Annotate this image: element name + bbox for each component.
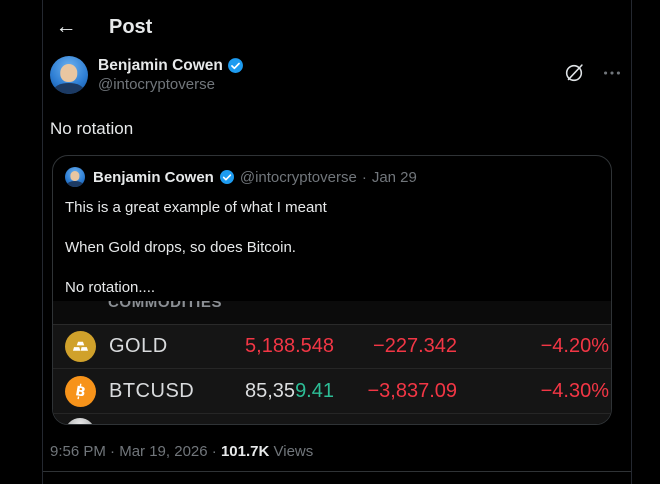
symbol-label: BTCUSD [109, 379, 195, 402]
footer-divider [43, 471, 631, 472]
quoted-verified-badge-icon [219, 169, 235, 185]
price-table: GOLD 5,188.548 −227.342 −4.20% B [53, 324, 611, 424]
back-arrow-icon: ← [55, 15, 77, 38]
tweet-text: No rotation [50, 119, 134, 138]
media-section-header-clipped: COMMODITIES [108, 301, 223, 311]
symbol-label: GOLD [109, 335, 168, 357]
separator-dot: · [211, 443, 217, 460]
quoted-body: This is a great example of what I meant … [65, 198, 599, 318]
top-bar: ← Post [43, 10, 631, 44]
change-percent: −4.20% [540, 335, 609, 357]
quoted-author-handle: @intocryptoverse [239, 168, 357, 186]
author-row: Benjamin Cowen @intocryptoverse [43, 56, 631, 94]
more-dots-icon [601, 62, 623, 84]
grok-button[interactable] [563, 62, 585, 84]
gold-bars-icon [65, 331, 96, 362]
price-value: 85,35 [245, 379, 296, 402]
page-title: Post [109, 15, 153, 38]
price-value: 5,188.548 [245, 335, 334, 357]
quoted-avatar-shoulders [67, 181, 83, 187]
change-value: −227.342 [373, 335, 457, 357]
more-options-button[interactable] [601, 62, 623, 84]
grok-slash-circle-icon [563, 62, 585, 84]
timestamp-link[interactable]: 9:56 PM · Mar 19, 2026 [50, 443, 212, 460]
table-row-gold: GOLD 5,188.548 −227.342 −4.20% [53, 324, 611, 369]
post-time: 9:56 PM [50, 443, 106, 460]
quoted-line: When Gold drops, so does Bitcoin. [65, 239, 296, 256]
main-column: ← Post Benjamin Cowen [42, 0, 632, 484]
quoted-separator: · [361, 168, 367, 186]
post-date: Mar 19, 2026 [119, 443, 208, 460]
quoted-avatar-face [70, 171, 80, 181]
bitcoin-icon: B [65, 375, 96, 407]
quoted-author-name[interactable]: Benjamin Cowen [93, 168, 214, 186]
separator-dot: · [110, 443, 116, 460]
views-count: 101.7K [220, 443, 270, 460]
quoted-avatar[interactable] [65, 167, 85, 187]
avatar-face [60, 64, 78, 82]
author-name[interactable]: Benjamin Cowen [98, 57, 223, 74]
quoted-line: No rotation.... [65, 279, 156, 296]
quoted-timestamp: Jan 29 [371, 168, 417, 186]
author-name-block: Benjamin Cowen @intocryptoverse [98, 56, 244, 94]
back-button[interactable]: ← [49, 10, 83, 44]
verified-badge-icon [227, 57, 244, 74]
silver-coin-icon [65, 418, 95, 424]
tweet-footer: 9:56 PM · Mar 19, 2026 · 101.7K Views [50, 443, 313, 460]
change-value: −3,837.09 [367, 379, 457, 402]
author-handle[interactable]: @intocryptoverse [98, 76, 215, 93]
views-label: Views [273, 443, 314, 460]
table-row-btcusd: B BTCUSD 85,359.41 −3,837.09 −4.30% [53, 369, 611, 414]
quoted-header: Benjamin Cowen @intocryptoverse · Jan 29 [65, 167, 417, 187]
price-tick: 9.41 [295, 379, 334, 402]
quoted-tweet-card[interactable]: Benjamin Cowen @intocryptoverse · Jan 29… [52, 155, 612, 425]
avatar[interactable] [50, 56, 88, 94]
quoted-line: This is a great example of what I meant [65, 199, 327, 216]
table-row-partial [53, 414, 611, 424]
svg-text:B: B [74, 384, 86, 401]
avatar-shoulders [53, 82, 85, 94]
quoted-media-image[interactable]: COMMODITIES GOLD 5,188.5 [53, 301, 611, 424]
change-percent: −4.30% [540, 379, 609, 402]
